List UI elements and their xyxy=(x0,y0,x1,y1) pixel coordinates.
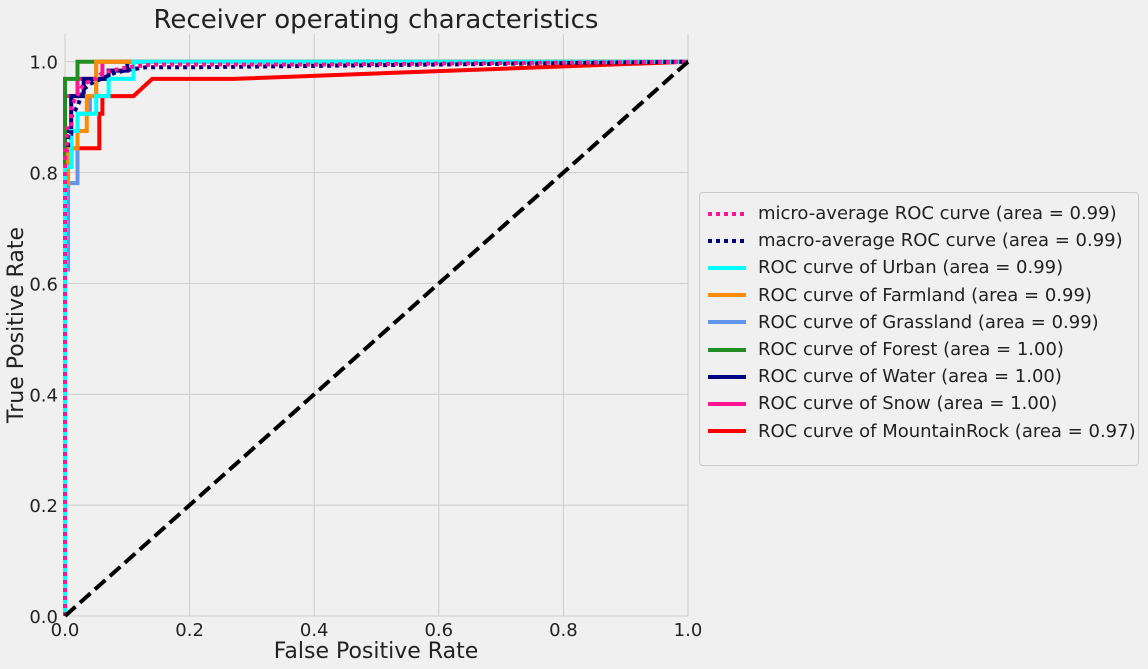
legend-entry: macro-average ROC curve (area = 0.99) xyxy=(708,227,1138,254)
legend-swatch xyxy=(708,346,746,354)
legend-entry: ROC curve of Snow (area = 1.00) xyxy=(708,390,1138,417)
y-tick-label: 0.4 xyxy=(29,385,58,406)
legend-entry: ROC curve of Urban (area = 0.99) xyxy=(708,254,1138,281)
y-tick-labels: 0.0 0.2 0.4 0.6 0.8 1.0 xyxy=(29,53,58,628)
legend-label: ROC curve of MountainRock (area = 0.97) xyxy=(758,420,1136,442)
legend-label: ROC curve of Urban (area = 0.99) xyxy=(758,257,1064,279)
legend-label: ROC curve of Water (area = 1.00) xyxy=(758,366,1062,388)
legend-swatch xyxy=(708,291,746,299)
legend-swatch xyxy=(708,210,746,218)
legend-label: macro-average ROC curve (area = 0.99) xyxy=(758,230,1123,252)
x-tick-label: 1.0 xyxy=(674,620,703,641)
x-tick-label: 0.6 xyxy=(424,620,453,641)
y-tick-label: 1.0 xyxy=(29,53,58,74)
legend-entry: micro-average ROC curve (area = 0.99) xyxy=(708,200,1138,227)
legend-entry: ROC curve of Farmland (area = 0.99) xyxy=(708,282,1138,309)
legend-entry: ROC curve of Grassland (area = 0.99) xyxy=(708,309,1138,336)
legend-swatch xyxy=(708,318,746,326)
x-tick-label: 0.8 xyxy=(549,620,578,641)
chance-diagonal-line xyxy=(63,60,690,618)
y-axis-label: True Positive Rate xyxy=(4,227,29,424)
chart-title: Receiver operating characteristics xyxy=(154,5,599,35)
series-line-0 xyxy=(63,59,689,616)
series-line-2 xyxy=(63,59,688,616)
grid-lines xyxy=(64,34,689,617)
y-tick-label: 0.6 xyxy=(29,274,58,295)
x-tick-label: 0.2 xyxy=(175,620,204,641)
x-tick-label: 0.4 xyxy=(300,620,329,641)
legend: micro-average ROC curve (area = 0.99) mac… xyxy=(699,192,1139,466)
legend-label: micro-average ROC curve (area = 0.99) xyxy=(758,203,1117,225)
x-axis-label: False Positive Rate xyxy=(274,639,478,664)
legend-label: ROC curve of Farmland (area = 0.99) xyxy=(758,284,1092,306)
legend-entry: ROC curve of Forest (area = 1.00) xyxy=(708,336,1138,363)
legend-swatch xyxy=(708,373,746,381)
legend-swatch xyxy=(708,400,746,408)
legend-label: ROC curve of Grassland (area = 0.99) xyxy=(758,311,1099,333)
y-tick-label: 0.2 xyxy=(29,496,58,517)
roc-curves xyxy=(63,59,690,618)
legend-label: ROC curve of Forest (area = 1.00) xyxy=(758,339,1064,361)
legend-entry: ROC curve of Water (area = 1.00) xyxy=(708,363,1138,390)
y-tick-label: 0.0 xyxy=(29,607,58,628)
legend-swatch xyxy=(708,427,746,435)
y-tick-label: 0.8 xyxy=(29,164,58,185)
legend-label: ROC curve of Snow (area = 1.00) xyxy=(758,393,1058,415)
x-tick-label: 0.0 xyxy=(51,620,80,641)
x-tick-labels: 0.0 0.2 0.4 0.6 0.8 1.0 xyxy=(51,620,703,641)
legend-entry: ROC curve of MountainRock (area = 0.97) xyxy=(708,418,1138,445)
legend-swatch xyxy=(708,237,746,245)
legend-swatch xyxy=(708,264,746,272)
